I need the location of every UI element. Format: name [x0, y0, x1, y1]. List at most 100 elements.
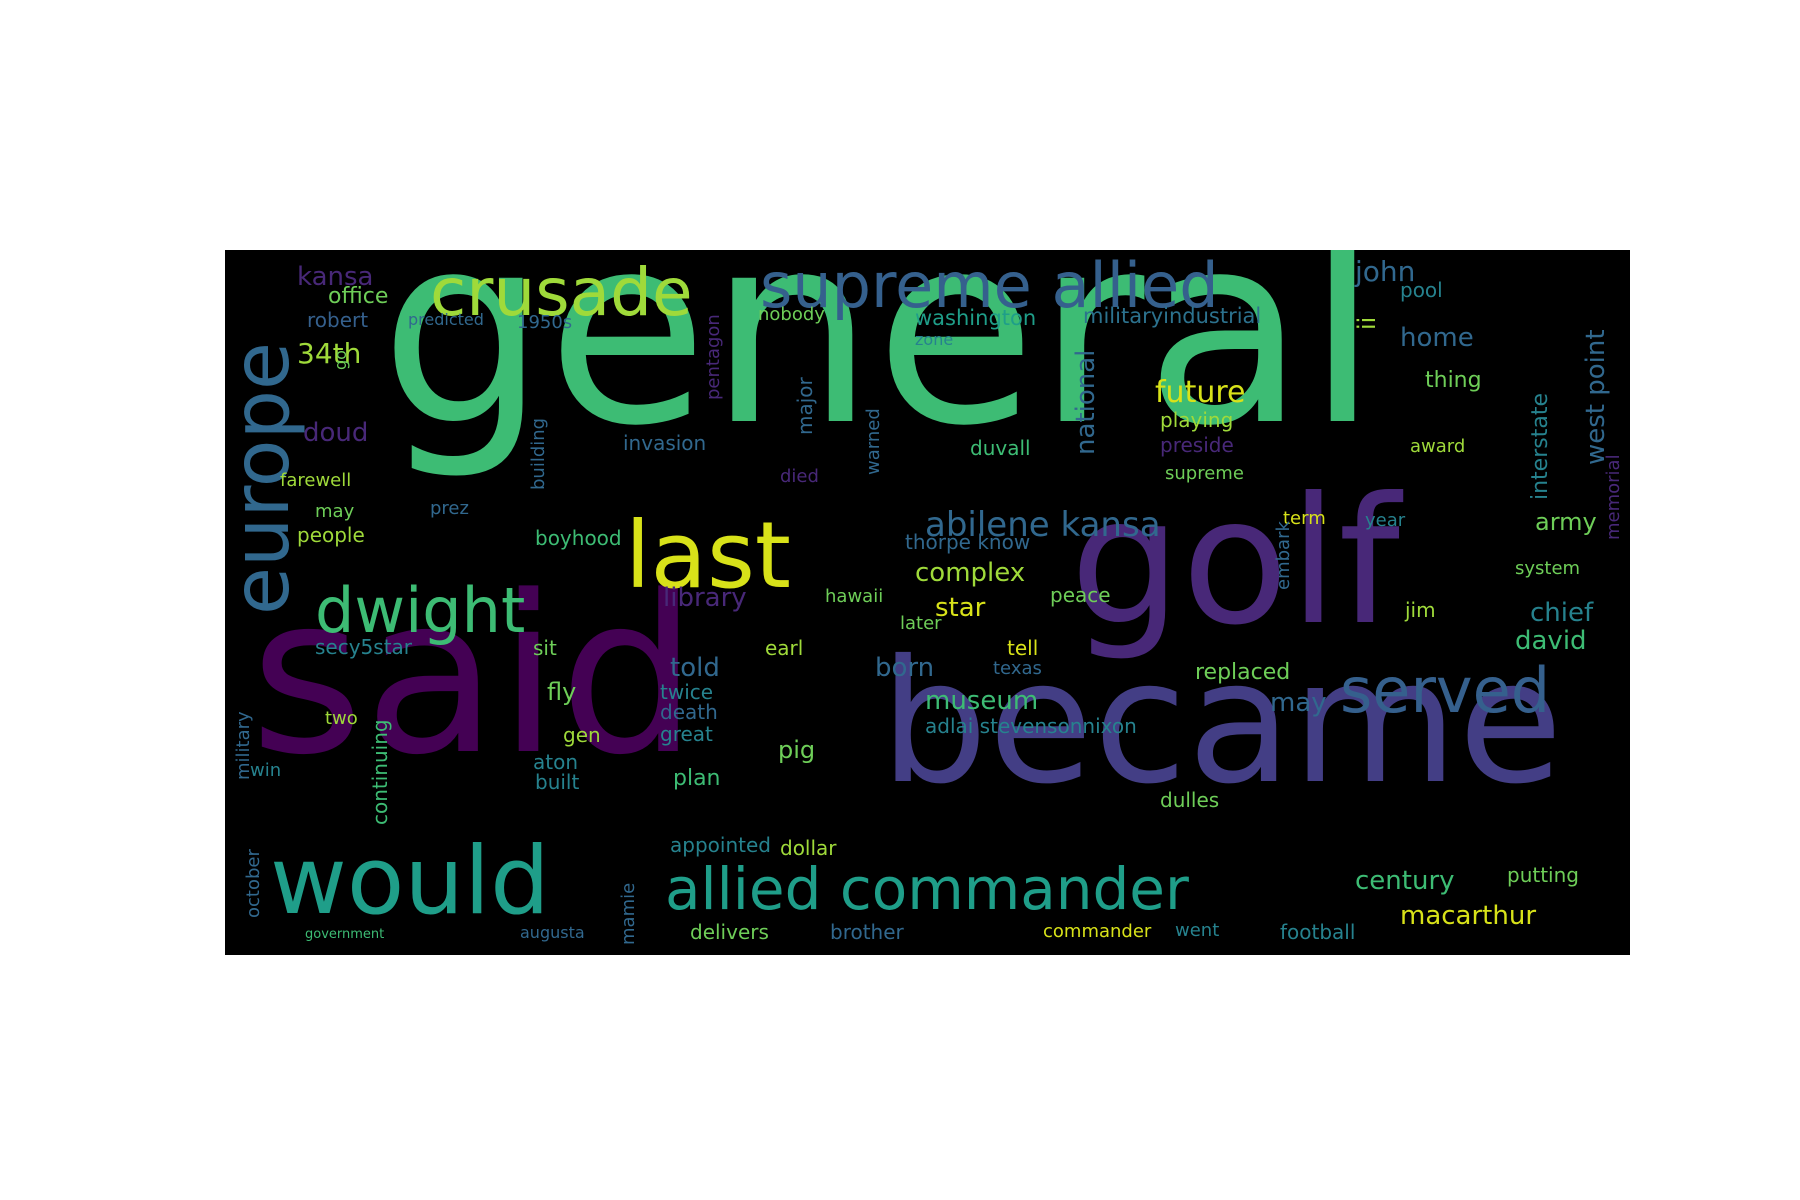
word-go: go: [331, 350, 350, 370]
word-kansa: kansa: [297, 262, 374, 292]
word-death: death: [660, 700, 718, 724]
word-people: people: [297, 523, 365, 547]
word-born: born: [875, 653, 935, 683]
word-interstate: interstate: [1528, 393, 1553, 500]
word-army: army: [1535, 508, 1597, 536]
word-peace: peace: [1050, 583, 1111, 607]
word-twice: twice: [660, 680, 714, 704]
word-two: two: [325, 708, 358, 729]
word-national: national: [1071, 349, 1101, 455]
word-mamie: mamie: [618, 882, 639, 945]
word-texas: texas: [993, 658, 1042, 679]
word-home: home: [1400, 323, 1474, 353]
word-duvall: duvall: [970, 436, 1031, 460]
word-prez: prez: [430, 498, 469, 519]
word-major: major: [793, 377, 817, 435]
word-invasion: invasion: [623, 431, 707, 455]
word-allied-commander: allied commander: [665, 855, 1189, 923]
word-gen: gen: [563, 723, 601, 747]
word-earl: earl: [765, 636, 804, 660]
word-year: year: [1365, 510, 1406, 531]
word-militaryindustrial: militaryindustrial: [1083, 304, 1262, 328]
word-office: office: [328, 284, 389, 309]
word-jim: jim: [1405, 598, 1436, 622]
word-warned: warned: [863, 408, 884, 475]
word-museum: museum: [925, 686, 1039, 716]
word-chief: chief: [1530, 598, 1594, 628]
word-win: win: [250, 760, 282, 781]
word-secy5star: secy5star: [315, 635, 413, 659]
word-fly: fly: [547, 678, 577, 706]
word-thing: thing: [1425, 368, 1482, 393]
word-told: told: [670, 653, 720, 683]
word-may-1: may: [315, 501, 355, 522]
word-football: football: [1280, 920, 1356, 944]
word-pool: pool: [1400, 278, 1443, 302]
word-complex: complex: [915, 558, 1026, 588]
word-brother: brother: [830, 920, 904, 944]
word-later: later: [900, 613, 942, 634]
word-cloud: general said became golf would last euro…: [225, 250, 1630, 955]
word-supreme: supreme: [1165, 463, 1244, 484]
word-washington: washington: [915, 306, 1037, 330]
word-golf: golf: [1070, 461, 1401, 664]
word-west-point: west point: [1581, 329, 1611, 465]
word-crusade: crusade: [430, 254, 693, 331]
word-pig: pig: [778, 736, 816, 764]
word-became: became: [880, 624, 1564, 822]
word-term: term: [1283, 508, 1326, 529]
word-said: said: [250, 550, 699, 803]
word-putting: putting: [1507, 863, 1579, 887]
word-macarthur: macarthur: [1400, 901, 1537, 931]
word-supreme-allied: supreme allied: [760, 250, 1219, 322]
word-abilene-kansa: abilene kansa: [925, 505, 1161, 545]
word-john: john: [1355, 255, 1416, 288]
word-boyhood: boyhood: [535, 526, 622, 550]
word-replaced: replaced: [1195, 660, 1291, 685]
word-augusta: augusta: [520, 923, 585, 942]
word-dollar: dollar: [780, 836, 837, 860]
word-predicted: predicted: [408, 310, 484, 329]
word-zone: zone: [915, 330, 954, 349]
word-nobody: nobody: [758, 304, 825, 325]
word-general: general: [380, 250, 1380, 483]
word-1950s: 1950s: [517, 312, 573, 333]
word-died: died: [780, 466, 819, 487]
word-building: building: [528, 417, 549, 490]
word-david: david: [1515, 626, 1587, 656]
word-playing: playing: [1160, 408, 1234, 432]
word-commander: commander: [1043, 921, 1152, 942]
word-ii: ii: [1353, 316, 1381, 330]
word-thorpe-know: thorpe know: [905, 530, 1031, 554]
word-robert: robert: [307, 308, 369, 332]
word-may-2: may: [1270, 688, 1327, 718]
word-adlai-stevensonnixon: adlai stevensonnixon: [925, 714, 1137, 738]
word-pentagon: pentagon: [703, 314, 724, 400]
word-award: award: [1410, 436, 1466, 457]
word-continuing: continuing: [368, 719, 392, 825]
word-34th: 34th: [297, 337, 362, 370]
word-appointed: appointed: [670, 833, 771, 857]
word-preside: preside: [1160, 433, 1234, 457]
word-last: last: [625, 502, 791, 609]
word-would: would: [270, 827, 550, 936]
word-plan: plan: [673, 766, 721, 791]
word-served: served: [1340, 654, 1551, 727]
word-went: went: [1175, 920, 1220, 941]
word-century: century: [1355, 866, 1455, 896]
word-future: future: [1155, 375, 1246, 410]
word-library: library: [663, 583, 747, 613]
word-built: built: [535, 770, 580, 794]
word-dulles: dulles: [1160, 788, 1220, 812]
word-farewell: farewell: [280, 470, 352, 491]
word-doud: doud: [303, 418, 369, 448]
word-dwight: dwight: [315, 574, 526, 647]
word-tell: tell: [1007, 636, 1039, 660]
word-sit: sit: [533, 636, 557, 660]
word-embark: embark: [1273, 521, 1294, 590]
word-aton: aton: [533, 750, 579, 774]
word-great: great: [660, 722, 713, 746]
word-star: star: [935, 593, 986, 623]
word-delivers: delivers: [690, 920, 769, 944]
word-hawaii: hawaii: [825, 586, 884, 607]
